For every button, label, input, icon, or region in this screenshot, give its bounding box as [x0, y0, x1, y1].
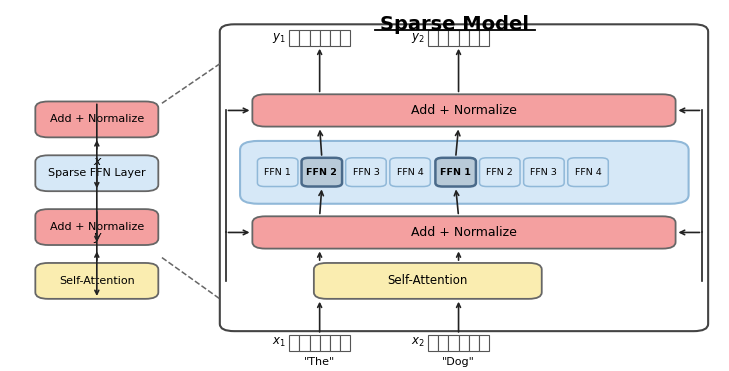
Text: FFN 1: FFN 1 — [265, 168, 291, 177]
Bar — [459, 335, 469, 351]
Text: $y_2$: $y_2$ — [411, 31, 424, 45]
FancyBboxPatch shape — [568, 158, 608, 187]
Bar — [459, 30, 469, 46]
Bar — [319, 335, 330, 351]
Text: FFN 2: FFN 2 — [306, 168, 338, 177]
Text: FFN 4: FFN 4 — [574, 168, 601, 177]
Bar — [300, 335, 310, 351]
Bar — [469, 335, 479, 351]
FancyBboxPatch shape — [523, 158, 564, 187]
Bar — [479, 30, 489, 46]
FancyBboxPatch shape — [35, 155, 158, 191]
Bar — [469, 30, 479, 46]
Text: "The": "The" — [304, 357, 335, 367]
Bar — [340, 335, 350, 351]
Text: Self-Attention: Self-Attention — [59, 276, 135, 286]
Text: x: x — [93, 155, 101, 168]
Bar — [289, 335, 300, 351]
FancyBboxPatch shape — [35, 101, 158, 137]
FancyBboxPatch shape — [220, 24, 708, 331]
FancyBboxPatch shape — [346, 158, 386, 187]
Text: y: y — [93, 230, 101, 243]
FancyBboxPatch shape — [240, 141, 689, 204]
Bar — [319, 30, 330, 46]
Bar — [340, 30, 350, 46]
Text: "Dog": "Dog" — [442, 357, 475, 367]
Text: Add + Normalize: Add + Normalize — [411, 104, 517, 117]
Bar — [428, 335, 438, 351]
Text: Sparse Model: Sparse Model — [381, 15, 529, 35]
Bar — [438, 30, 448, 46]
FancyBboxPatch shape — [480, 158, 520, 187]
Text: FFN 3: FFN 3 — [353, 168, 379, 177]
Text: $x_2$: $x_2$ — [411, 336, 424, 349]
Text: $y_1$: $y_1$ — [272, 31, 286, 45]
FancyBboxPatch shape — [257, 158, 298, 187]
Text: Add + Normalize: Add + Normalize — [50, 114, 144, 124]
Bar — [330, 335, 340, 351]
Bar — [448, 30, 459, 46]
Bar — [300, 30, 310, 46]
FancyBboxPatch shape — [435, 158, 476, 187]
Text: Add + Normalize: Add + Normalize — [411, 226, 517, 239]
Bar — [428, 30, 438, 46]
FancyBboxPatch shape — [302, 158, 342, 187]
Text: Self-Attention: Self-Attention — [388, 275, 468, 288]
FancyBboxPatch shape — [390, 158, 430, 187]
Text: $x_1$: $x_1$ — [272, 336, 286, 349]
Text: FFN 2: FFN 2 — [486, 168, 513, 177]
Text: FFN 4: FFN 4 — [397, 168, 424, 177]
Bar — [310, 30, 319, 46]
FancyBboxPatch shape — [252, 216, 676, 249]
Text: FFN 3: FFN 3 — [531, 168, 558, 177]
FancyBboxPatch shape — [314, 263, 542, 299]
Text: FFN 1: FFN 1 — [440, 168, 471, 177]
Bar — [310, 335, 319, 351]
FancyBboxPatch shape — [252, 94, 676, 127]
Bar — [448, 335, 459, 351]
Bar — [479, 335, 489, 351]
FancyBboxPatch shape — [35, 209, 158, 245]
Bar — [330, 30, 340, 46]
Bar — [438, 335, 448, 351]
Text: Sparse FFN Layer: Sparse FFN Layer — [48, 168, 146, 178]
Text: Add + Normalize: Add + Normalize — [50, 222, 144, 232]
FancyBboxPatch shape — [35, 263, 158, 299]
Bar — [289, 30, 300, 46]
